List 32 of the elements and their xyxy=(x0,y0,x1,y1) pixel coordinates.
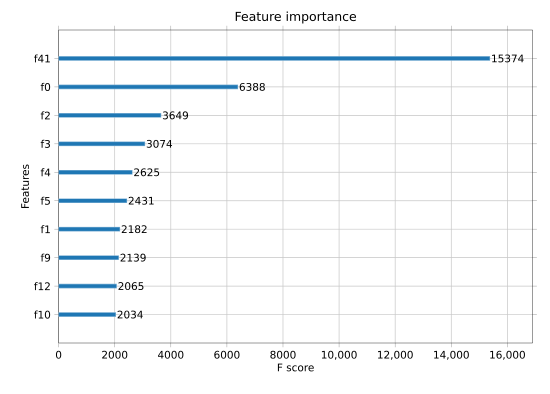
data-label: 6388 xyxy=(240,82,265,91)
y-tick-label: f9 xyxy=(40,254,50,262)
y-tick-label: f1 xyxy=(40,225,50,234)
data-label: 2431 xyxy=(128,196,154,205)
data-label: 3074 xyxy=(146,140,172,148)
x-tick-label: 8000 xyxy=(270,350,296,359)
x-tick-label: 0 xyxy=(56,350,62,359)
y-axis-title: Features xyxy=(21,164,29,208)
data-label: 2034 xyxy=(118,310,143,318)
x-tick-label: 6000 xyxy=(214,350,240,359)
x-tick-label: 2000 xyxy=(102,350,128,359)
y-tick-label: f0 xyxy=(40,82,50,91)
data-label: 3649 xyxy=(162,111,188,120)
data-label: 15374 xyxy=(492,54,524,62)
y-tick-label: f41 xyxy=(34,54,50,62)
x-axis-title: F score xyxy=(278,364,314,372)
x-tick-label: 4000 xyxy=(158,350,184,359)
y-tick-label: f12 xyxy=(34,282,50,290)
chart-title: Feature importance xyxy=(236,11,356,24)
y-tick-label: f5 xyxy=(40,196,50,205)
x-tick-label: 14,000 xyxy=(434,350,469,360)
y-tick-label: f10 xyxy=(34,310,50,319)
data-label: 2625 xyxy=(134,168,160,176)
y-tick-label: f3 xyxy=(40,140,50,148)
y-tick-label: f2 xyxy=(40,111,50,120)
data-label: 2139 xyxy=(120,254,146,262)
data-label: 2065 xyxy=(118,282,144,290)
x-tick-label: 12,000 xyxy=(378,350,413,360)
y-tick-label: f4 xyxy=(40,168,50,176)
x-tick-label: 16,000 xyxy=(490,350,525,360)
x-tick-label: 10,000 xyxy=(322,350,357,360)
data-label: 2182 xyxy=(122,225,147,234)
